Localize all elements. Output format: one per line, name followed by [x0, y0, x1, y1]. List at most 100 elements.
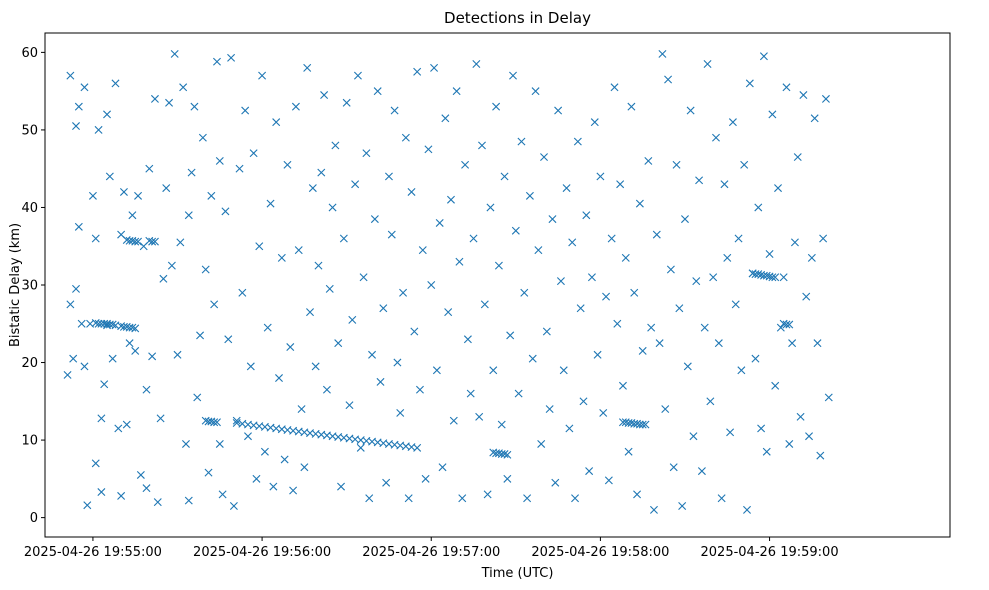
data-point	[413, 67, 422, 76]
data-point	[695, 176, 704, 185]
data-point	[320, 91, 329, 100]
data-point	[108, 354, 117, 363]
data-point	[255, 242, 264, 251]
data-point	[520, 288, 529, 297]
y-axis-label: Bistatic Delay (km)	[8, 223, 23, 347]
data-point	[66, 71, 75, 80]
data-point	[91, 459, 100, 468]
data-point	[686, 106, 695, 115]
data-point	[819, 234, 828, 243]
data-point	[737, 366, 746, 375]
data-point	[480, 300, 489, 309]
data-point	[382, 478, 391, 487]
data-point	[635, 420, 644, 429]
data-point	[444, 308, 453, 317]
data-point	[494, 261, 503, 270]
data-point	[486, 203, 495, 212]
data-point	[297, 405, 306, 414]
data-point	[390, 106, 399, 115]
data-point	[680, 215, 689, 224]
data-point	[788, 339, 797, 348]
data-point	[554, 106, 563, 115]
data-point	[122, 420, 131, 429]
data-point	[97, 414, 106, 423]
data-point	[142, 385, 151, 394]
data-point	[565, 424, 574, 433]
data-point	[821, 94, 830, 103]
data-point	[167, 261, 176, 270]
data-point	[365, 494, 374, 503]
data-point	[393, 358, 402, 367]
data-point	[373, 87, 382, 96]
data-point	[455, 257, 464, 266]
data-point	[689, 432, 698, 441]
data-point	[421, 474, 430, 483]
data-point	[717, 494, 726, 503]
data-point	[785, 320, 794, 329]
data-point	[322, 385, 331, 394]
data-point	[635, 199, 644, 208]
data-point	[181, 439, 190, 448]
data-point	[751, 354, 760, 363]
data-point	[100, 380, 109, 389]
data-point	[249, 149, 258, 158]
data-point	[585, 467, 594, 476]
y-tick-label: 20	[21, 356, 38, 371]
data-point	[621, 253, 630, 262]
data-point	[782, 83, 791, 92]
data-point	[678, 501, 687, 510]
data-point	[692, 277, 701, 286]
data-point	[714, 339, 723, 348]
y-tick-label: 0	[30, 511, 38, 526]
data-point	[359, 273, 368, 282]
data-point	[339, 234, 348, 243]
data-point	[587, 273, 596, 282]
data-point	[500, 450, 509, 459]
data-point	[534, 246, 543, 255]
data-point	[810, 114, 819, 123]
data-point	[368, 350, 377, 359]
data-point	[466, 389, 475, 398]
data-point	[492, 102, 501, 111]
data-point	[432, 366, 441, 375]
data-point	[743, 505, 751, 514]
data-point	[641, 420, 650, 429]
data-point	[80, 362, 89, 371]
data-point	[728, 118, 737, 127]
data-point	[703, 60, 712, 69]
data-point	[697, 467, 706, 476]
data-point	[638, 420, 647, 429]
data-point	[201, 265, 210, 274]
data-point	[644, 156, 653, 165]
data-point	[661, 405, 670, 414]
data-point	[458, 494, 467, 503]
data-point	[210, 418, 219, 427]
data-point	[562, 184, 571, 193]
data-point	[258, 71, 267, 80]
x-tick-label: 2025-04-26 19:55:00	[24, 545, 162, 560]
data-point	[286, 343, 295, 352]
data-point	[337, 482, 346, 491]
data-point	[111, 79, 120, 88]
data-point	[446, 195, 455, 204]
data-point	[125, 339, 134, 348]
data-point	[616, 180, 625, 189]
data-point	[131, 324, 140, 333]
data-point	[602, 292, 611, 301]
data-point	[184, 211, 193, 220]
data-point	[266, 199, 275, 208]
data-point	[779, 273, 788, 282]
data-point	[232, 416, 241, 425]
data-point	[345, 401, 354, 410]
data-point	[776, 323, 785, 332]
data-point	[638, 346, 647, 355]
data-point	[136, 470, 145, 479]
data-point	[618, 381, 627, 390]
data-point	[241, 106, 250, 115]
data-point	[387, 230, 396, 239]
data-point	[227, 53, 236, 62]
data-point	[179, 83, 188, 92]
data-point	[613, 319, 622, 328]
data-point	[542, 327, 551, 336]
